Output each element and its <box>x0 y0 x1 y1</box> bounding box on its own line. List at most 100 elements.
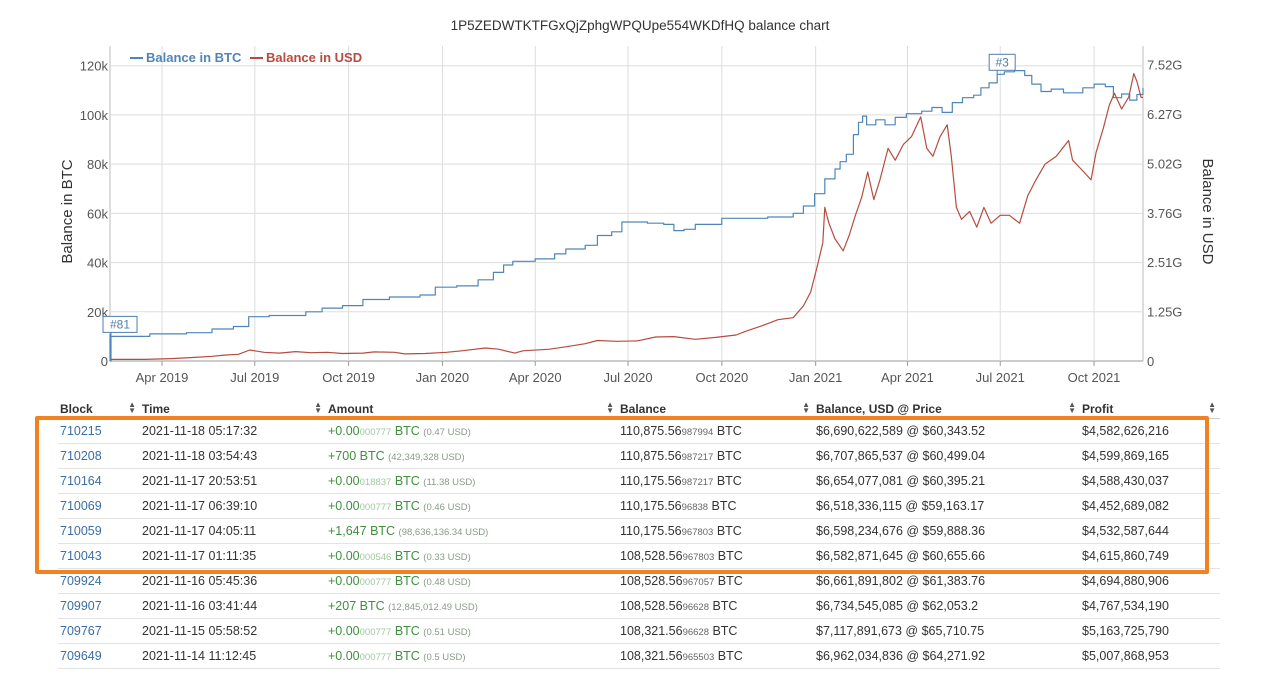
column-header[interactable]: Amount ▲ ▼ <box>326 399 618 419</box>
balance-unit: BTC <box>714 574 743 588</box>
balance-main: 110,875.56 <box>620 424 682 438</box>
table-row: 710069 2021-11-17 06:39:10 +0.00000777 BTC… <box>58 493 1220 519</box>
balance-unit: BTC <box>713 449 742 463</box>
amount-unit: BTC <box>356 599 389 613</box>
x-tick-label: Jan 2021 <box>789 370 843 385</box>
table-row: 710215 2021-11-18 05:17:32 +0.00000777 BTC… <box>58 418 1220 444</box>
balance-main: 108,321.56 <box>620 649 683 663</box>
amount-main: +0.00 <box>328 499 360 513</box>
block-link[interactable]: 709924 <box>60 574 102 588</box>
sort-icon[interactable]: ▲ ▼ <box>128 400 136 415</box>
amount-usd: (11.38 USD) <box>423 477 476 488</box>
balance-cell: 110,875.56987217 BTC <box>618 443 814 469</box>
x-tick-label: Apr 2020 <box>509 370 562 385</box>
time-cell: 2021-11-16 05:45:36 <box>140 568 326 594</box>
amount-main: +0.00 <box>328 624 360 638</box>
amount-unit: BTC <box>391 424 424 438</box>
legend-btc-label: Balance in BTC <box>146 50 242 65</box>
block-link[interactable]: 710043 <box>60 549 102 563</box>
profit-cell: $4,588,430,037 <box>1080 468 1220 494</box>
block-link[interactable]: 710215 <box>60 424 102 438</box>
column-header[interactable]: Balance, USD @ Price ▲ ▼ <box>814 399 1080 419</box>
balance-dim-digits: 987217 <box>681 477 714 488</box>
amount-usd: (0.51 USD) <box>423 627 471 638</box>
amount-cell: +0.00018837 BTC (11.38 USD) <box>326 468 618 494</box>
amount-main: +0.00 <box>328 649 360 663</box>
amount-cell: +0.00000777 BTC (0.47 USD) <box>326 418 618 444</box>
balance-dim-digits: 96838 <box>681 502 709 513</box>
balance-usd-cell: $7,117,891,673 @ $65,710.75 <box>814 618 1080 644</box>
balance-dim-digits: 96628 <box>682 602 709 613</box>
amount-dim-digits: 000777 <box>359 627 392 638</box>
block-link[interactable]: 710069 <box>60 499 102 513</box>
block-link[interactable]: 710164 <box>60 474 102 488</box>
sort-icon[interactable]: ▲ ▼ <box>1208 400 1216 415</box>
amount-main: +207 <box>328 599 357 613</box>
table-row: 710208 2021-11-18 03:54:43 +700 BTC (42,34… <box>58 443 1220 469</box>
sort-icon[interactable]: ▲ ▼ <box>314 400 322 415</box>
balance-cell: 110,875.56987994 BTC <box>618 418 814 444</box>
amount-cell: +0.00000777 BTC (0.48 USD) <box>326 568 618 594</box>
block-cell: 709649 <box>58 643 140 669</box>
amount-usd: (0.48 USD) <box>423 577 471 588</box>
block-cell: 710059 <box>58 518 140 544</box>
chart-title: 1P5ZEDWTKTFGxQjZphgWPQUpe554WKDfHQ balan… <box>450 18 830 33</box>
y-right-tick-label: 3.76G <box>1147 206 1182 221</box>
x-tick-label: Jul 2020 <box>603 370 652 385</box>
balance-unit: BTC <box>708 499 737 513</box>
amount-unit: BTC <box>391 649 424 663</box>
profit-cell: $4,694,880,906 <box>1080 568 1220 594</box>
amount-cell: +0.00000777 BTC (0.46 USD) <box>326 493 618 519</box>
amount-main: +1,647 <box>328 524 367 538</box>
block-link[interactable]: 710059 <box>60 524 102 538</box>
sort-icon[interactable]: ▲ ▼ <box>1068 400 1076 415</box>
balance-dim-digits: 967803 <box>682 552 715 563</box>
amount-usd: (0.47 USD) <box>423 427 471 438</box>
column-header[interactable]: Time ▲ ▼ <box>140 399 326 419</box>
flag-label: #81 <box>110 317 130 331</box>
column-header-label: Time <box>142 401 170 416</box>
sort-icon[interactable]: ▲ ▼ <box>802 400 810 415</box>
balance-unit: BTC <box>714 549 743 563</box>
balance-usd-cell: $6,582,871,645 @ $60,655.66 <box>814 543 1080 569</box>
amount-cell: +0.00000777 BTC (0.5 USD) <box>326 643 618 669</box>
column-header[interactable]: Block ▲ ▼ <box>58 399 140 419</box>
amount-cell: +1,647 BTC (98,636,136.34 USD) <box>326 518 618 544</box>
column-header[interactable]: Profit ▲ ▼ <box>1080 399 1220 419</box>
balance-unit: BTC <box>708 624 738 638</box>
profit-cell: $4,532,587,644 <box>1080 518 1220 544</box>
time-cell: 2021-11-17 04:05:11 <box>140 518 326 544</box>
balance-main: 108,321.56 <box>620 624 683 638</box>
table-row: 709907 2021-11-16 03:41:44 +207 BTC (12,84… <box>58 593 1220 619</box>
amount-dim-digits: 000777 <box>359 427 392 438</box>
legend-usd-label: Balance in USD <box>266 50 362 65</box>
block-link[interactable]: 709767 <box>60 624 102 638</box>
amount-dim-digits: 000777 <box>359 502 392 513</box>
block-link[interactable]: 709907 <box>60 599 102 613</box>
y-right-tick-label: 2.51G <box>1147 255 1182 270</box>
balance-usd-cell: $6,962,034,836 @ $64,271.92 <box>814 643 1080 669</box>
y-left-tick-label: 100k <box>80 108 109 123</box>
balance-chart: 020k40k60k80k100k120k01.25G2.51G3.76G5.0… <box>59 46 1216 385</box>
table-row: 710059 2021-11-17 04:05:11 +1,647 BTC (98,… <box>58 518 1220 544</box>
table-row: 709924 2021-11-16 05:45:36 +0.00000777 BTC… <box>58 568 1220 594</box>
amount-unit: BTC <box>366 524 399 538</box>
balance-cell: 108,321.5696628 BTC <box>618 618 814 644</box>
y-left-tick-label: 80k <box>87 157 108 172</box>
balance-dim-digits: 96628 <box>682 627 709 638</box>
sort-icon[interactable]: ▲ ▼ <box>606 400 614 415</box>
block-link[interactable]: 709649 <box>60 649 102 663</box>
balance-usd-cell: $6,518,336,115 @ $59,163.17 <box>814 493 1080 519</box>
profit-cell: $5,163,725,790 <box>1080 618 1220 644</box>
y-right-tick-label: 5.02G <box>1147 156 1182 171</box>
x-tick-label: Jul 2019 <box>230 370 279 385</box>
amount-usd: (42,349,328 USD) <box>388 452 465 463</box>
block-link[interactable]: 710208 <box>60 449 102 463</box>
table-header-row: Block ▲ ▼ Time ▲ ▼ Amount ▲ ▼ Balance ▲ ▼ Balance, U… <box>58 399 1220 419</box>
column-header[interactable]: Balance ▲ ▼ <box>618 399 814 419</box>
balance-cell: 110,175.56987217 BTC <box>618 468 814 494</box>
time-cell: 2021-11-17 20:53:51 <box>140 468 326 494</box>
balance-dim-digits: 967803 <box>681 527 714 538</box>
y-right-tick-label: 1.25G <box>1147 305 1182 320</box>
table-row: 709767 2021-11-15 05:58:52 +0.00000777 BTC… <box>58 618 1220 644</box>
